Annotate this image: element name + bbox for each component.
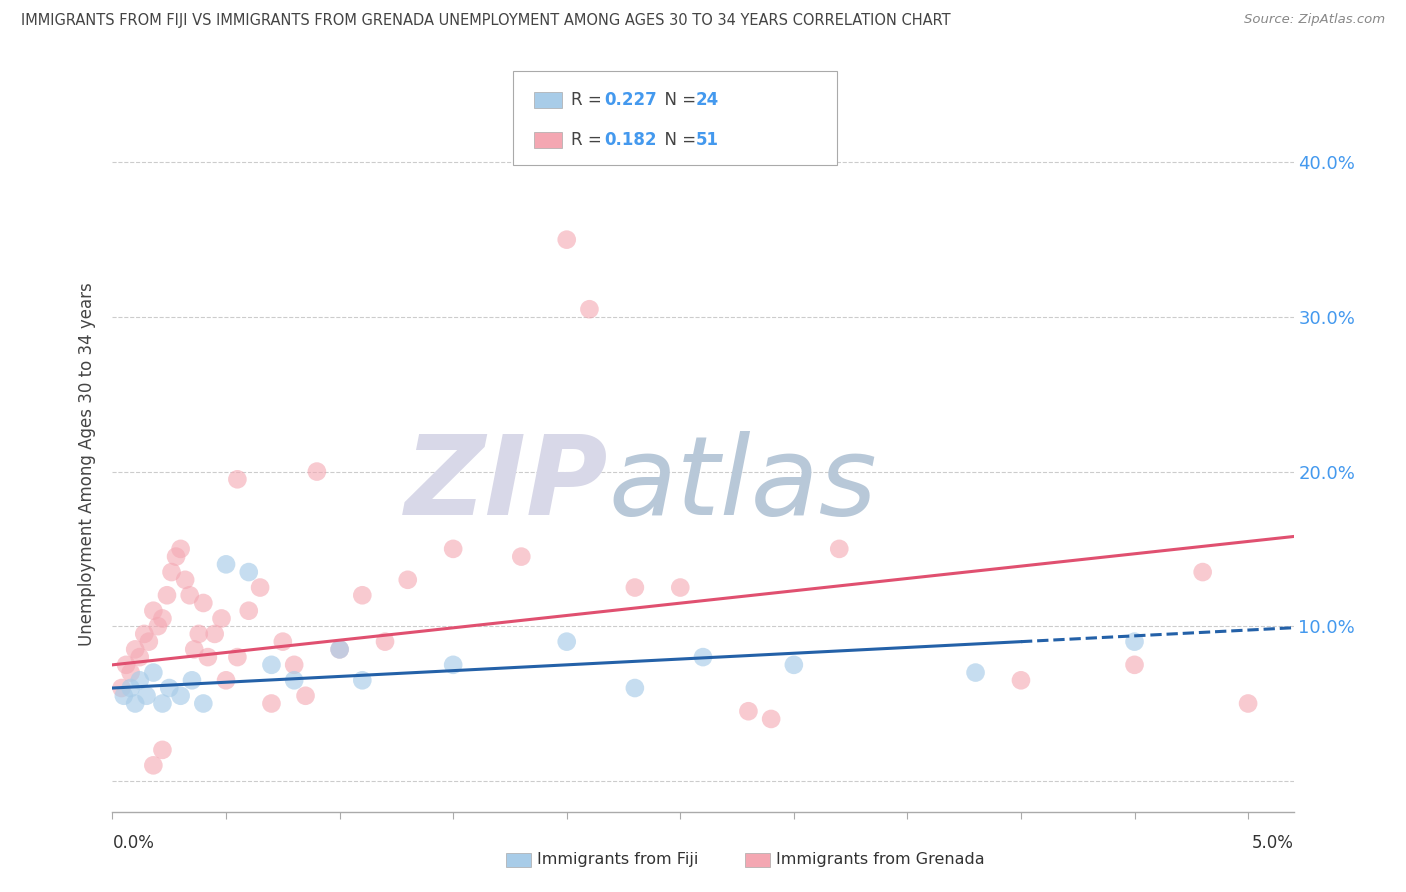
Point: [124, 642, 146, 657]
Point: [124, 697, 146, 711]
Point: [1191, 565, 1213, 579]
Point: [215, 558, 238, 572]
Point: [135, 689, 157, 703]
Point: [555, 634, 578, 648]
Text: 51: 51: [696, 131, 718, 149]
Point: [187, 627, 209, 641]
Point: [965, 665, 987, 680]
Point: [156, 588, 179, 602]
Point: [669, 581, 692, 595]
Point: [226, 472, 249, 486]
Point: [1237, 697, 1260, 711]
Point: [181, 673, 204, 688]
Point: [294, 689, 316, 703]
Point: [128, 673, 150, 688]
Point: [374, 634, 396, 648]
Y-axis label: Unemployment Among Ages 30 to 34 years: Unemployment Among Ages 30 to 34 years: [77, 282, 96, 646]
Point: [238, 565, 260, 579]
Point: [283, 657, 305, 672]
Point: [193, 596, 215, 610]
Text: Immigrants from Grenada: Immigrants from Grenada: [776, 853, 984, 867]
Point: [115, 657, 138, 672]
Text: N =: N =: [654, 91, 702, 109]
Point: [183, 642, 205, 657]
Point: [174, 573, 197, 587]
Point: [152, 697, 174, 711]
Point: [441, 657, 464, 672]
Point: [112, 689, 135, 703]
Point: [134, 627, 156, 641]
Point: [110, 681, 132, 695]
Point: [128, 650, 150, 665]
Point: [624, 681, 647, 695]
Point: [1123, 657, 1146, 672]
Text: 5.0%: 5.0%: [1251, 834, 1294, 852]
Point: [271, 634, 294, 648]
Point: [305, 465, 328, 479]
Text: 0.182: 0.182: [605, 131, 657, 149]
Text: 0.0%: 0.0%: [112, 834, 155, 852]
Point: [146, 619, 169, 633]
Point: [828, 541, 851, 556]
Text: Source: ZipAtlas.com: Source: ZipAtlas.com: [1244, 13, 1385, 27]
Text: R =: R =: [571, 91, 607, 109]
Point: [152, 743, 174, 757]
Point: [204, 627, 226, 641]
Point: [352, 673, 374, 688]
Point: [165, 549, 187, 564]
Point: [510, 549, 533, 564]
Point: [441, 541, 464, 556]
Point: [260, 657, 283, 672]
Point: [120, 681, 142, 695]
Point: [142, 758, 165, 772]
Point: [211, 611, 233, 625]
Point: [624, 581, 647, 595]
Point: [193, 697, 215, 711]
Point: [759, 712, 782, 726]
Point: [283, 673, 305, 688]
Point: [215, 673, 238, 688]
Point: [555, 233, 578, 247]
Text: ZIP: ZIP: [405, 431, 609, 538]
Text: R =: R =: [571, 131, 607, 149]
Point: [329, 642, 352, 657]
Point: [1123, 634, 1146, 648]
Text: 24: 24: [696, 91, 720, 109]
Point: [1010, 673, 1032, 688]
Point: [157, 681, 180, 695]
Text: atlas: atlas: [609, 431, 877, 538]
Point: [329, 642, 352, 657]
Point: [737, 704, 759, 718]
Text: N =: N =: [654, 131, 702, 149]
Point: [692, 650, 714, 665]
Point: [142, 665, 165, 680]
Point: [396, 573, 419, 587]
Point: [120, 665, 142, 680]
Point: [578, 302, 600, 317]
Point: [152, 611, 174, 625]
Text: IMMIGRANTS FROM FIJI VS IMMIGRANTS FROM GRENADA UNEMPLOYMENT AMONG AGES 30 TO 34: IMMIGRANTS FROM FIJI VS IMMIGRANTS FROM …: [21, 13, 950, 29]
Point: [169, 689, 191, 703]
Point: [249, 581, 271, 595]
Point: [160, 565, 183, 579]
Point: [142, 604, 165, 618]
Point: [226, 650, 249, 665]
Text: 0.227: 0.227: [605, 91, 658, 109]
Point: [179, 588, 201, 602]
Point: [197, 650, 219, 665]
Point: [138, 634, 160, 648]
Point: [352, 588, 374, 602]
Point: [260, 697, 283, 711]
Text: Immigrants from Fiji: Immigrants from Fiji: [537, 853, 699, 867]
Point: [783, 657, 806, 672]
Point: [238, 604, 260, 618]
Point: [169, 541, 191, 556]
